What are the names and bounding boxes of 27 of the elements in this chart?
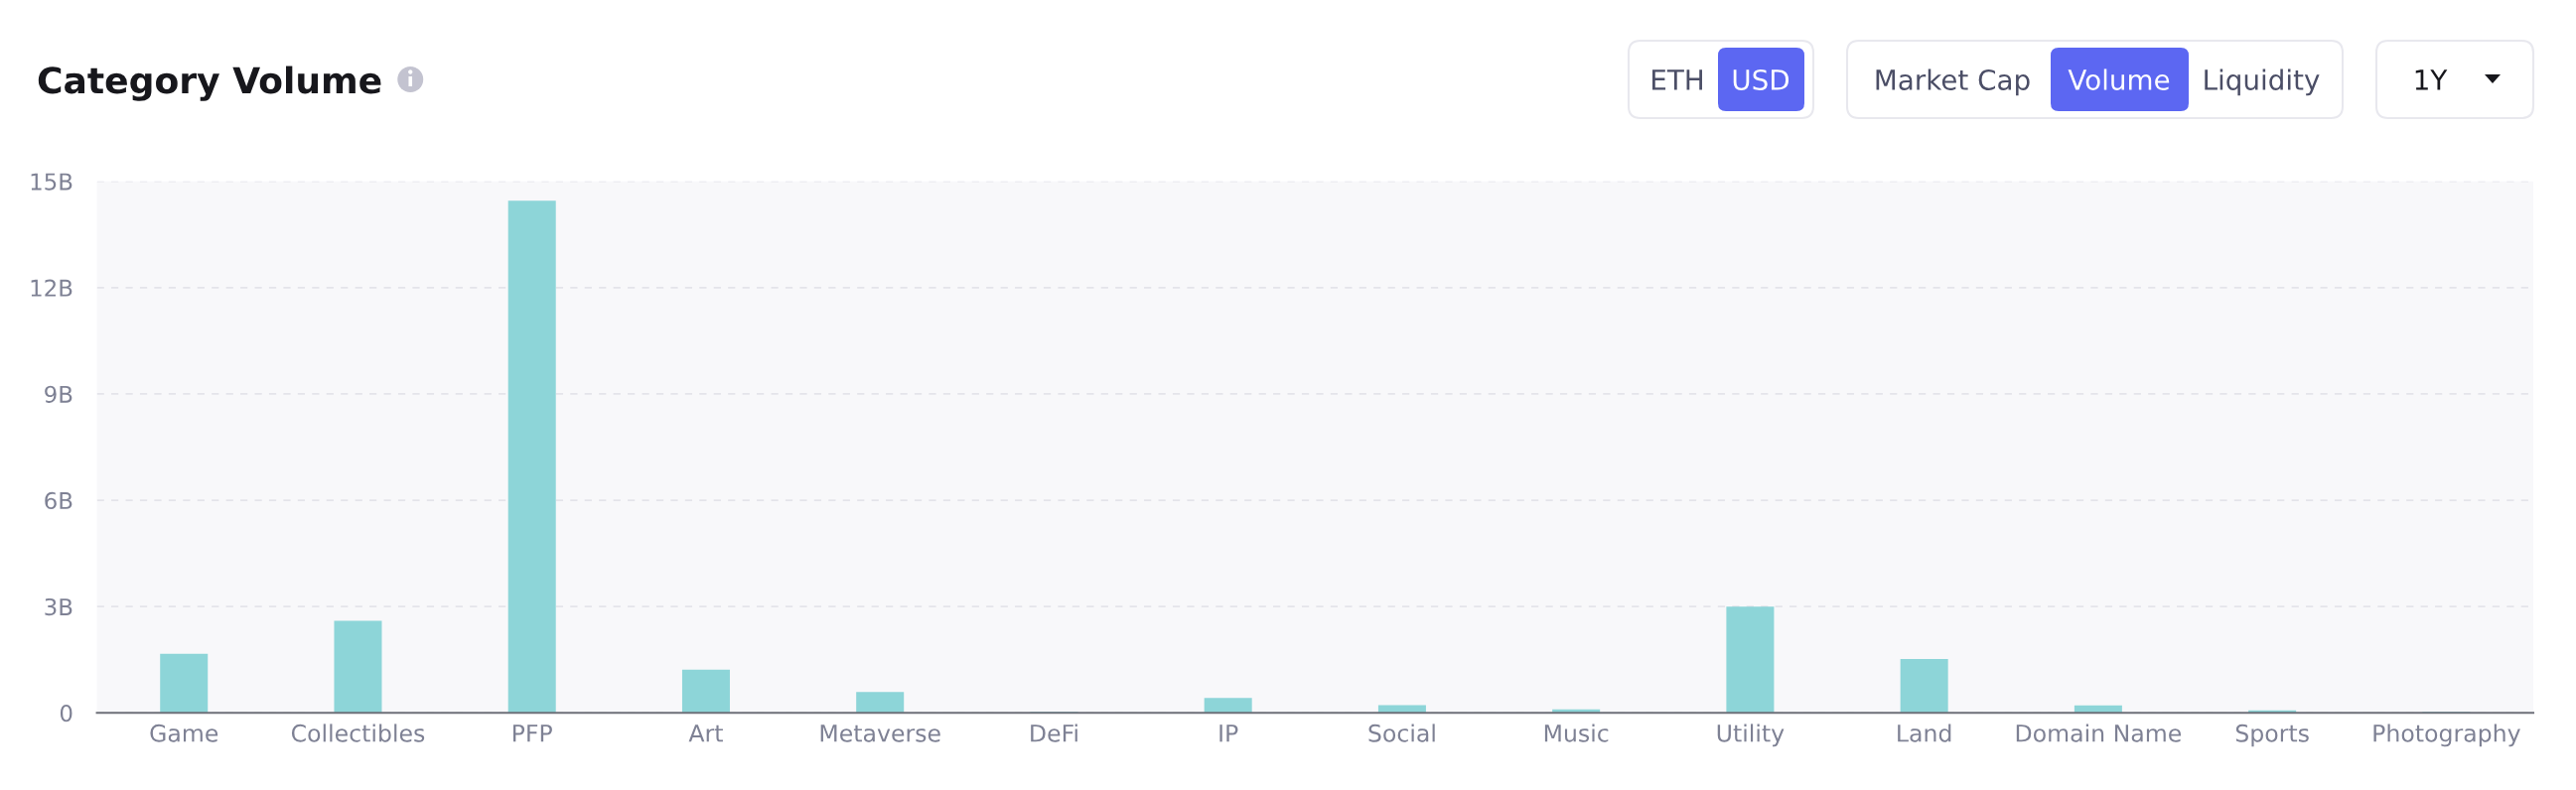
y-tick-label: 3B bbox=[45, 597, 72, 616]
y-tick-label: 15B bbox=[31, 173, 72, 191]
x-tick-label: Land bbox=[1898, 724, 1951, 742]
text: Volume bbox=[2068, 68, 2170, 90]
x-tick-label: IP bbox=[1219, 724, 1238, 742]
text: USD bbox=[1733, 68, 1789, 90]
x-tick-label: Photography bbox=[2373, 724, 2520, 747]
x-tick-label: DeFi bbox=[1031, 724, 1077, 742]
y-tick-label: 6B bbox=[45, 491, 72, 510]
y-tick-label: 12B bbox=[31, 279, 72, 297]
text: ETH bbox=[1652, 69, 1702, 90]
x-tick-label: Social bbox=[1368, 724, 1435, 742]
x-tick-label: Game bbox=[150, 724, 218, 742]
text: 1Y bbox=[2415, 69, 2448, 90]
x-tick-label: Music bbox=[1544, 724, 1609, 742]
x-tick-label: Collectibles bbox=[291, 724, 425, 742]
y-tick-label: 0 bbox=[60, 705, 72, 723]
x-tick-label: Metaverse bbox=[820, 724, 940, 742]
x-tick-label: Domain Name bbox=[2016, 724, 2182, 742]
x-tick-label: PFP bbox=[513, 724, 552, 742]
text: Liquidity bbox=[2205, 68, 2320, 96]
x-tick-label: Utility bbox=[1717, 724, 1785, 747]
chart-title: Category Volume bbox=[38, 66, 381, 101]
text: Market Cap bbox=[1876, 68, 2030, 96]
y-tick-label: 9B bbox=[45, 385, 72, 403]
x-tick-label: Sports bbox=[2235, 724, 2309, 747]
x-tick-label: Art bbox=[688, 724, 723, 742]
